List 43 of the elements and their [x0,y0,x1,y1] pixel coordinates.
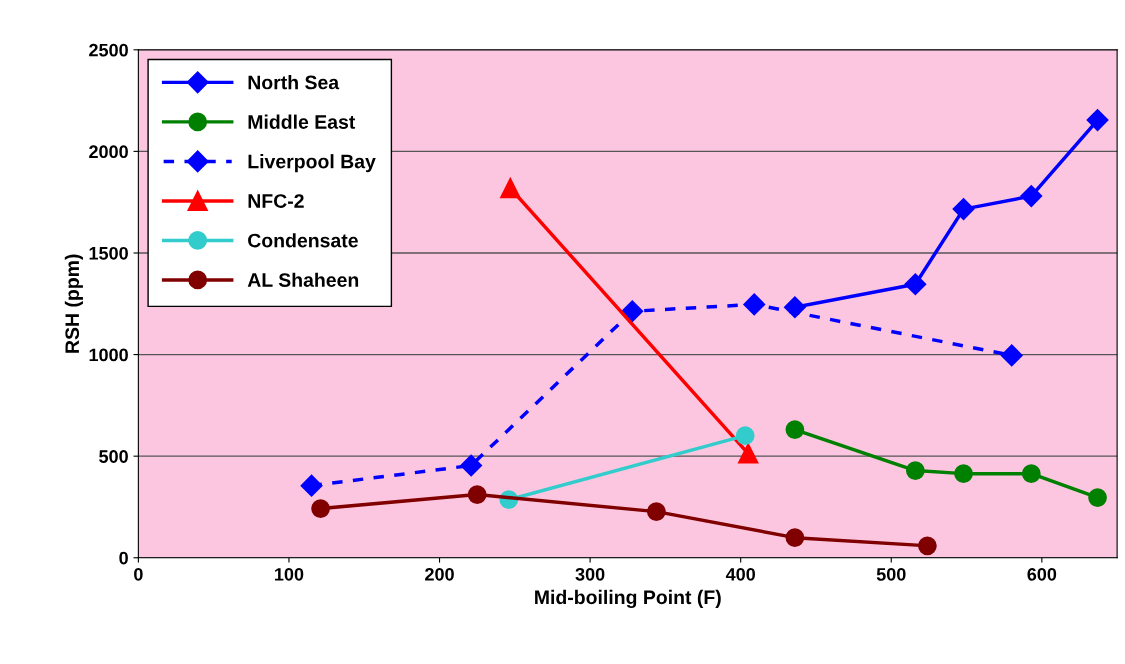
point [743,293,766,316]
legend-label: North Sea [248,75,340,90]
point [311,499,330,518]
point [785,528,805,548]
point [735,426,755,446]
y-axis-title: RSH (ppm) [64,254,83,353]
point [300,474,323,497]
y-tick-label: 2500 [89,43,128,57]
point [954,464,973,484]
point [1021,464,1041,484]
legend-label: AL Shaheen [247,272,359,287]
x-tick-label: 300 [575,567,605,581]
y-tick-label: 1500 [89,246,128,260]
legend-label: Liverpool Bay [248,154,376,173]
point [952,198,975,220]
point [1020,185,1043,207]
point [1088,488,1107,507]
y-tick-label: 2000 [89,145,128,159]
point [918,536,937,556]
point [1086,109,1109,131]
point [905,461,925,480]
point [1000,344,1023,367]
point [738,443,759,464]
x-tick-label: 0 [134,567,143,581]
point [785,420,805,439]
point [467,485,487,504]
y-tick-label: 1000 [89,348,128,362]
x-tick-label: 500 [876,567,906,581]
x-tick-label: 200 [425,567,454,581]
x-axis-title: Mid-boiling Point (F) [535,589,721,609]
point [646,502,666,522]
point [500,178,521,199]
y-tick-label: 0 [119,551,128,565]
y-tick-label: 500 [99,450,128,463]
legend-label: Middle East [248,114,356,129]
point [621,300,644,323]
x-tick-label: 400 [725,567,756,581]
point [460,454,483,477]
legend-label: Condensate [248,233,358,248]
x-tick-label: 600 [1027,567,1057,581]
point [904,273,927,296]
legend-label: NFC-2 [248,194,304,208]
x-tick-label: 100 [275,567,304,581]
